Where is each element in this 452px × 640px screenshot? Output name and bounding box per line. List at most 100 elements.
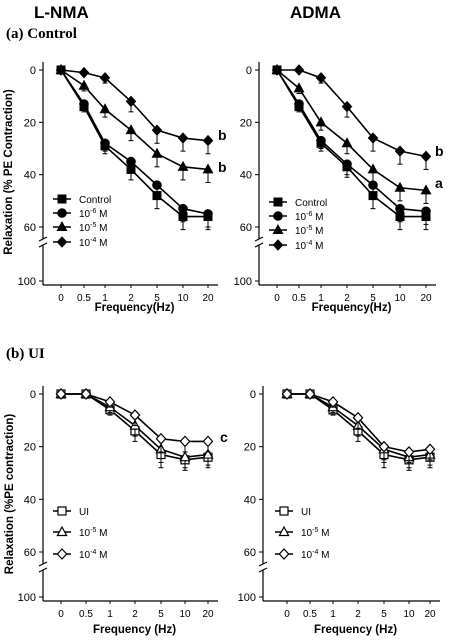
data-point [341, 100, 353, 113]
data-point [315, 72, 327, 84]
series-line [60, 69, 209, 215]
x-tick-label: 10 [179, 609, 191, 620]
y-tick-label: 60 [244, 547, 256, 559]
data-point [367, 132, 379, 144]
data-point [378, 440, 390, 453]
data-point [177, 132, 189, 144]
legend: UI 10-5 M 10-4 M [275, 506, 329, 561]
legend-marker [272, 239, 284, 251]
data-point [126, 156, 136, 167]
chart-panel-b-right: 0 20 40 60 100 0 0.5 1 2 5 10 20 Frequency (Hz) UI 10-… [238, 386, 440, 636]
data-point [202, 435, 214, 448]
legend-label: 10-4 M [79, 549, 107, 561]
data-point [151, 147, 163, 158]
section-b-label: (b) UI [6, 346, 45, 362]
legend-label: 10-5 M [295, 225, 323, 237]
data-point [78, 66, 90, 79]
legend-marker [56, 220, 68, 231]
legend-marker [278, 548, 290, 560]
x-tick-label: 0 [58, 609, 64, 620]
y-axis-label: Relaxation (%PE contraction) [4, 414, 16, 575]
data-point [55, 64, 67, 76]
legend-label: 10-6 M [295, 211, 323, 223]
data-point [151, 124, 163, 136]
data-point [316, 135, 326, 146]
data-point [424, 443, 436, 456]
x-tick-label: 0.5 [77, 293, 91, 304]
x-tick-label: 2 [355, 609, 361, 620]
significance-annotation: b [218, 127, 227, 143]
x-axis-label: Frequency (Hz) [314, 624, 397, 636]
data-point [99, 72, 111, 84]
data-point [152, 180, 162, 190]
y-tick-label: 40 [240, 170, 252, 182]
legend-marker [56, 236, 68, 248]
series-3 [55, 64, 214, 155]
data-point [395, 203, 405, 214]
chart-panel-a-left: 0 20 40 60 100 0 0.5 1 2 5 10 20 Frequency(Hz) Relaxa… [3, 62, 227, 314]
data-point [55, 388, 67, 400]
x-tick-label: 10 [403, 609, 415, 620]
legend-marker [278, 525, 290, 537]
x-tick-label: 0 [274, 293, 280, 304]
y-axis-break-mark [38, 242, 48, 248]
x-tick-label: 10 [394, 293, 406, 304]
legend-label: 10-5 M [79, 527, 107, 539]
x-tick-label: 0 [284, 609, 290, 620]
x-tick-label: 0 [58, 293, 64, 304]
y-tick-label: 40 [244, 494, 256, 506]
data-point [315, 116, 327, 127]
significance-annotation: a [435, 175, 443, 191]
legend-label: 10-5 M [301, 527, 329, 539]
legend-label: 10-4 M [79, 237, 107, 249]
legend: Control 10-6 M 10-5 M 10-4 M [53, 194, 111, 249]
y-tick-label: 20 [24, 117, 36, 129]
legend-label: 10-4 M [301, 549, 329, 561]
significance-annotation: c [220, 429, 228, 445]
data-point [78, 79, 90, 90]
y-tick-label: 0 [30, 65, 36, 77]
data-point [125, 95, 137, 108]
y-tick-label: 60 [240, 222, 252, 234]
section-a-label: (a) Control [6, 26, 77, 42]
data-point [80, 388, 92, 400]
header-left: L-NMA [34, 3, 89, 22]
chart-panel-a-right: 0 20 40 60 100 0 0.5 1 2 5 10 20 Frequency(Hz) Contro… [234, 62, 444, 314]
significance-annotation: b [435, 143, 444, 159]
data-point [125, 124, 137, 135]
legend-marker [273, 211, 283, 221]
x-tick-label: 5 [370, 293, 376, 304]
data-point [179, 450, 191, 462]
y-tick-label: 20 [240, 117, 252, 129]
legend-marker [56, 548, 68, 560]
x-tick-label: 1 [330, 609, 336, 620]
series-2 [55, 388, 214, 453]
data-point [271, 64, 283, 76]
data-point [304, 388, 316, 400]
y-tick-label: 100 [18, 276, 36, 288]
data-point [104, 396, 116, 408]
y-tick-label: 60 [24, 547, 36, 559]
y-tick-label: 40 [24, 170, 36, 182]
x-tick-label: 1 [107, 609, 113, 620]
y-axis-break-mark [254, 242, 264, 248]
data-point [129, 409, 141, 421]
x-tick-label: 5 [158, 609, 164, 620]
y-axis-break-mark [258, 561, 268, 567]
y-tick-label: 60 [24, 222, 36, 234]
data-point [202, 134, 214, 147]
x-tick-label: 0.5 [292, 293, 306, 304]
x-tick-label: 0.5 [303, 609, 317, 620]
data-point [155, 432, 167, 445]
y-tick-label: 0 [250, 389, 256, 401]
data-point [367, 163, 379, 174]
x-tick-label: 1 [102, 293, 108, 304]
x-tick-label: 20 [202, 609, 214, 620]
legend-label: Control [295, 198, 327, 209]
data-point [179, 435, 191, 448]
y-axis-label: Relaxation (% PE Contraction) [3, 89, 15, 255]
y-axis-break-mark [38, 567, 48, 573]
x-tick-label: 2 [132, 609, 138, 620]
x-tick-label: 20 [424, 609, 436, 620]
